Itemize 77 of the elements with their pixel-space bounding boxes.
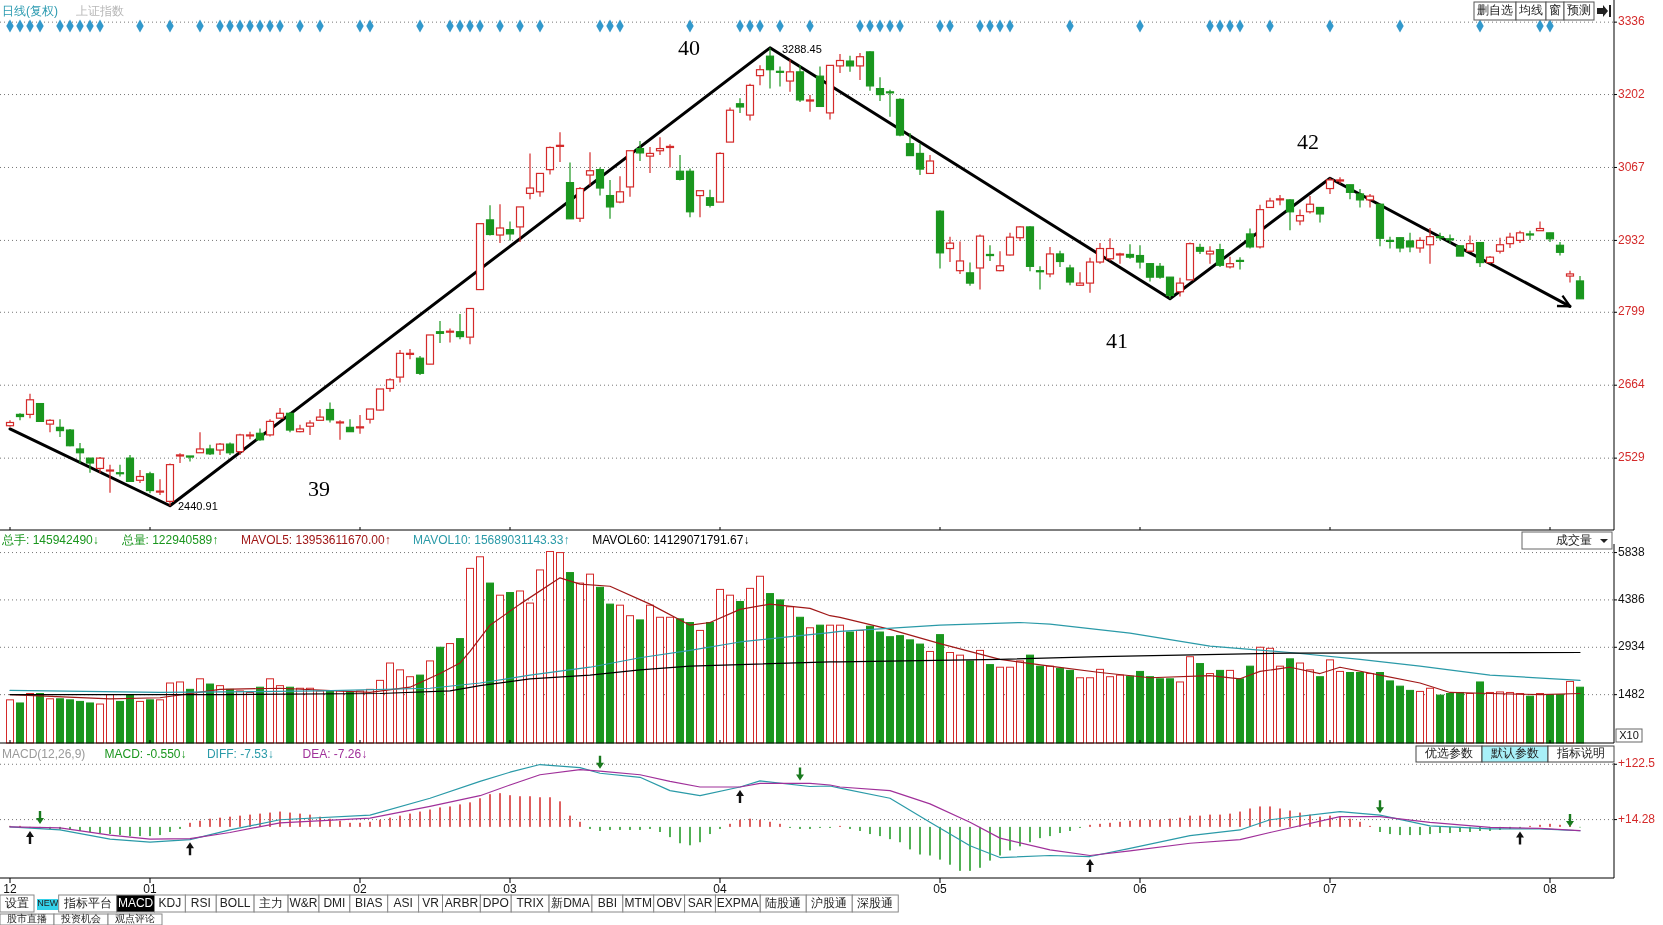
toolbar-button: 预测 (1563, 1, 1595, 21)
chart-title: MACD(12,26,9) (2, 747, 86, 762)
tab-button: 观点评论 (107, 913, 163, 925)
option-button: 优选参数 (1415, 745, 1483, 763)
text: DEA: -7.26↓ (302, 747, 368, 762)
x-tick-label: 07 (1323, 882, 1337, 897)
annotation: 41 (1106, 327, 1128, 353)
tab-button: BOLL (215, 894, 255, 913)
y-tick-label: 5838 (1618, 544, 1646, 559)
tab-button: EXPMA (714, 894, 761, 913)
tab-button: 投资机会 (53, 913, 109, 925)
text: MAVOL5: 13953611670.00↑ (241, 533, 391, 548)
tab-button: VR (418, 894, 443, 913)
annotation: 总量: 122940589↑ (120, 533, 219, 548)
y-tick-label: 2932 (1618, 232, 1646, 247)
toolbar-button: 删自选 (1473, 1, 1517, 21)
dropdown-menu: 成交量 (1521, 531, 1613, 550)
tab-button: 新DMA (548, 894, 593, 913)
tab-button: MACD (116, 894, 155, 913)
x-tick-label: 06 (1133, 882, 1147, 897)
annotation: 39 (308, 475, 330, 501)
tab-button: 主力 (253, 894, 289, 913)
tab-button: BIAS (349, 894, 389, 913)
tab-button: 设置 (0, 894, 35, 913)
tab-button: 股市直播 (0, 913, 55, 925)
tab-button: TRIX (510, 894, 550, 913)
tab-button: 深股通 (851, 894, 899, 913)
unit-box: X10 (1615, 728, 1643, 743)
tab-button: MTM (622, 894, 655, 913)
y-tick-label: 3067 (1618, 159, 1646, 174)
chart-title: 日线(复权) (2, 4, 58, 19)
option-button: 指标说明 (1547, 745, 1615, 763)
y-tick-label: +14.28 (1618, 811, 1656, 826)
y-tick-label: 1482 (1618, 686, 1646, 701)
toolbar-button: 均线 (1515, 1, 1547, 21)
annotation: 2440.91 (178, 499, 218, 512)
y-tick-label: 3336 (1618, 14, 1646, 29)
text: DIFF: -7.53↓ (206, 747, 274, 762)
tab-button: RSI (184, 894, 217, 913)
option-button: 默认参数 (1481, 745, 1549, 763)
tab-button: NEW (37, 898, 59, 910)
annotation: 成交量 (1556, 533, 1592, 548)
y-tick-label: 4386 (1618, 592, 1646, 607)
tab-button: DMI (318, 894, 351, 913)
tab-button: ARBR (442, 894, 481, 913)
tab-button: W&R (287, 894, 320, 913)
x-tick-label: 03 (503, 882, 517, 897)
tab-button: ASI (387, 894, 420, 913)
tab-button: DPO (479, 894, 512, 913)
tab-button: 沪股通 (805, 894, 853, 913)
y-tick-label: 3202 (1618, 86, 1646, 101)
x-tick-label: 05 (933, 882, 947, 897)
annotation: 3288.45 (782, 42, 822, 55)
y-axis-title: X10 (1619, 728, 1639, 741)
tab-button: KDJ (154, 894, 186, 913)
x-tick-label: 01 (143, 882, 157, 897)
y-tick-label: 2664 (1618, 377, 1646, 392)
text: MAVOL10: 15689031143.33↑ (413, 533, 570, 548)
text: MACD: -0.550↓ (104, 747, 187, 762)
y-tick-label: 2799 (1618, 304, 1646, 319)
tab-button: 陆股通 (759, 894, 807, 913)
tab-button: 指标平台 (58, 894, 118, 913)
x-tick-label: 12 (3, 882, 17, 897)
y-tick-label: 2529 (1618, 450, 1646, 465)
y-tick-label: 2934 (1618, 639, 1646, 654)
x-tick-label: 02 (353, 882, 367, 897)
annotation: 40 (678, 34, 700, 60)
annotation: 42 (1297, 128, 1319, 154)
tab-button: BBI (591, 894, 624, 913)
x-tick-label: 04 (713, 882, 727, 897)
text: MAVOL60: 14129071791.67↓ (592, 533, 750, 548)
annotation: 总手: 145942490↓ (1, 533, 99, 548)
toolbar-button: 窗 (1545, 1, 1565, 21)
tab-button: SAR (684, 894, 716, 913)
tab-button: OBV (653, 894, 686, 913)
y-tick-label: +122.5 (1618, 756, 1656, 771)
x-tick-label: 08 (1543, 882, 1557, 897)
